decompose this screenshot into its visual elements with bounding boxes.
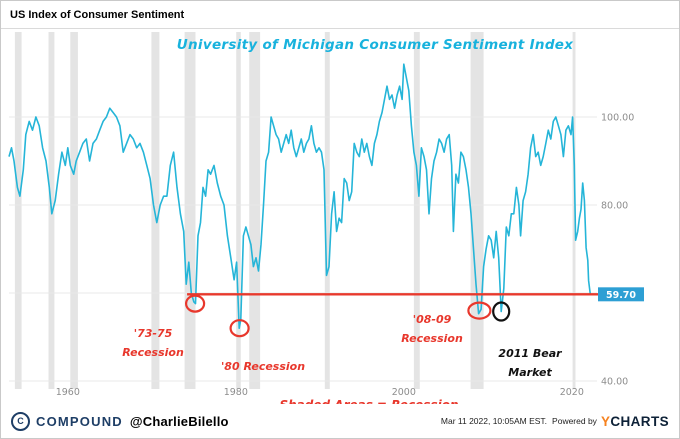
compound-brand: C COMPOUND @CharlieBilello	[11, 411, 229, 431]
ycharts-y: Y	[600, 413, 611, 429]
highlight-circle-recession-80	[229, 319, 250, 338]
brand-name: COMPOUND	[36, 413, 123, 429]
recession-band	[184, 32, 196, 389]
timestamp: Mar 11 2022, 10:05AM EST.	[440, 416, 548, 426]
recession-band	[249, 32, 261, 389]
recession-band	[572, 32, 576, 389]
recession-band	[413, 32, 420, 389]
x-axis-label: 1960	[56, 387, 80, 398]
y-axis-label: 40.00	[601, 377, 628, 388]
powered-by-label: Powered by	[552, 416, 597, 426]
sentiment-chart: 100.0080.0060.0040.00196019802000202059.…	[8, 32, 644, 398]
value-badge	[598, 287, 644, 302]
x-axis-label: 1980	[224, 387, 248, 398]
highlight-circle-recession-73-75	[185, 294, 206, 313]
recession-band	[324, 32, 330, 389]
y-axis-label: 100.00	[601, 113, 634, 124]
recession-band	[151, 32, 160, 389]
sentiment-line	[8, 63, 592, 330]
recession-band	[470, 32, 484, 389]
recession-band	[70, 32, 78, 389]
compound-logo-icon: C	[11, 411, 30, 431]
footer-bar: C COMPOUND @CharlieBilello Mar 11 2022, …	[1, 404, 679, 438]
twitter-handle: @CharlieBilello	[129, 413, 229, 429]
ycharts-rest: CHARTS	[610, 413, 669, 429]
highlight-circle-recession-08-09	[467, 301, 492, 320]
highlight-circle-bear-market-2011	[492, 301, 511, 322]
title-bar: US Index of Consumer Sentiment	[1, 1, 679, 29]
attribution: Mar 11 2022, 10:05AM EST. Powered by YCH…	[441, 414, 669, 429]
value-badge-label: 59.70	[606, 290, 636, 301]
recession-band	[14, 32, 22, 389]
page-title: US Index of Consumer Sentiment	[10, 8, 185, 21]
chart-title: University of Michigan Consumer Sentimen…	[176, 37, 574, 53]
ycharts-logo: YCHARTS	[601, 414, 669, 429]
recession-band	[236, 32, 241, 389]
x-axis-label: 2000	[392, 387, 416, 398]
x-axis-label: 2020	[560, 387, 584, 398]
y-axis-label: 80.00	[601, 201, 628, 212]
